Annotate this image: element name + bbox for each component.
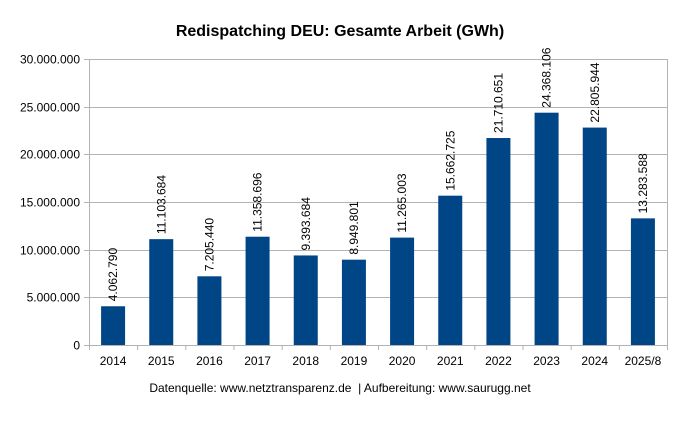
y-tick-label: 0 [73, 339, 80, 353]
bar-2017 [245, 236, 270, 345]
x-tick-label: 2014 [100, 354, 127, 368]
bar-2019 [341, 259, 366, 345]
x-tick-label: 2022 [485, 354, 512, 368]
y-tick-label: 5.000.000 [27, 291, 81, 305]
y-tick-label: 20.000.000 [20, 148, 80, 162]
bar-2025/8 [630, 218, 655, 345]
y-axis: 0 5.000.000 10.000.000 15.000.000 20.000.000… [20, 53, 80, 353]
x-tick-label: 2021 [437, 354, 464, 368]
bar-2021 [438, 195, 463, 345]
bar-2016 [197, 276, 222, 345]
x-tick-label: 2017 [244, 354, 271, 368]
data-label: 7.205.440 [202, 218, 216, 272]
bars: 4.062.790 11.103.684 7.205.440 11.358.696 9.… [101, 47, 655, 345]
bar-2015 [149, 239, 174, 345]
y-tick-label: 15.000.000 [20, 196, 80, 210]
y-tick-label: 25.000.000 [20, 101, 80, 115]
data-label: 13.283.588 [636, 153, 650, 213]
x-tick-label: 2020 [389, 354, 416, 368]
x-tick-label: 2025/8 [625, 354, 662, 368]
data-label: 11.103.684 [154, 175, 168, 234]
data-label: 21.710.651 [491, 73, 505, 133]
data-label: 15.662.725 [443, 130, 457, 190]
data-label: 8.949.801 [347, 201, 361, 255]
x-tick-label: 2023 [533, 354, 560, 368]
x-tick-label: 2016 [196, 354, 223, 368]
x-tick-label: 2019 [341, 354, 368, 368]
x-tick-label: 2024 [581, 354, 608, 368]
x-tick-label: 2015 [148, 354, 175, 368]
data-label: 11.358.696 [251, 172, 265, 231]
data-label: 24.368.106 [540, 47, 554, 107]
bar-2022 [486, 138, 511, 345]
bar-2014 [101, 306, 126, 345]
footer-source: Datenquelle: www.netztransparenz.de | Au… [149, 381, 531, 395]
x-tick-label: 2018 [292, 354, 319, 368]
gridlines [84, 59, 668, 346]
chart-title: Redispatching DEU: Gesamte Arbeit (GWh) [176, 23, 504, 40]
bar-2024 [582, 127, 607, 345]
data-label: 4.062.790 [106, 248, 120, 302]
y-tick-label: 10.000.000 [20, 244, 80, 258]
bar-2023 [534, 112, 559, 345]
x-axis: 2014 2015 2016 2017 2018 2019 2020 2021 2022 2023… [89, 345, 668, 368]
data-label: 9.393.684 [299, 197, 313, 251]
data-label: 22.805.944 [588, 62, 602, 122]
data-label: 11.265.003 [395, 173, 409, 232]
bar-2018 [293, 255, 318, 345]
y-tick-label: 30.000.000 [20, 53, 80, 67]
bar-2020 [390, 237, 415, 345]
